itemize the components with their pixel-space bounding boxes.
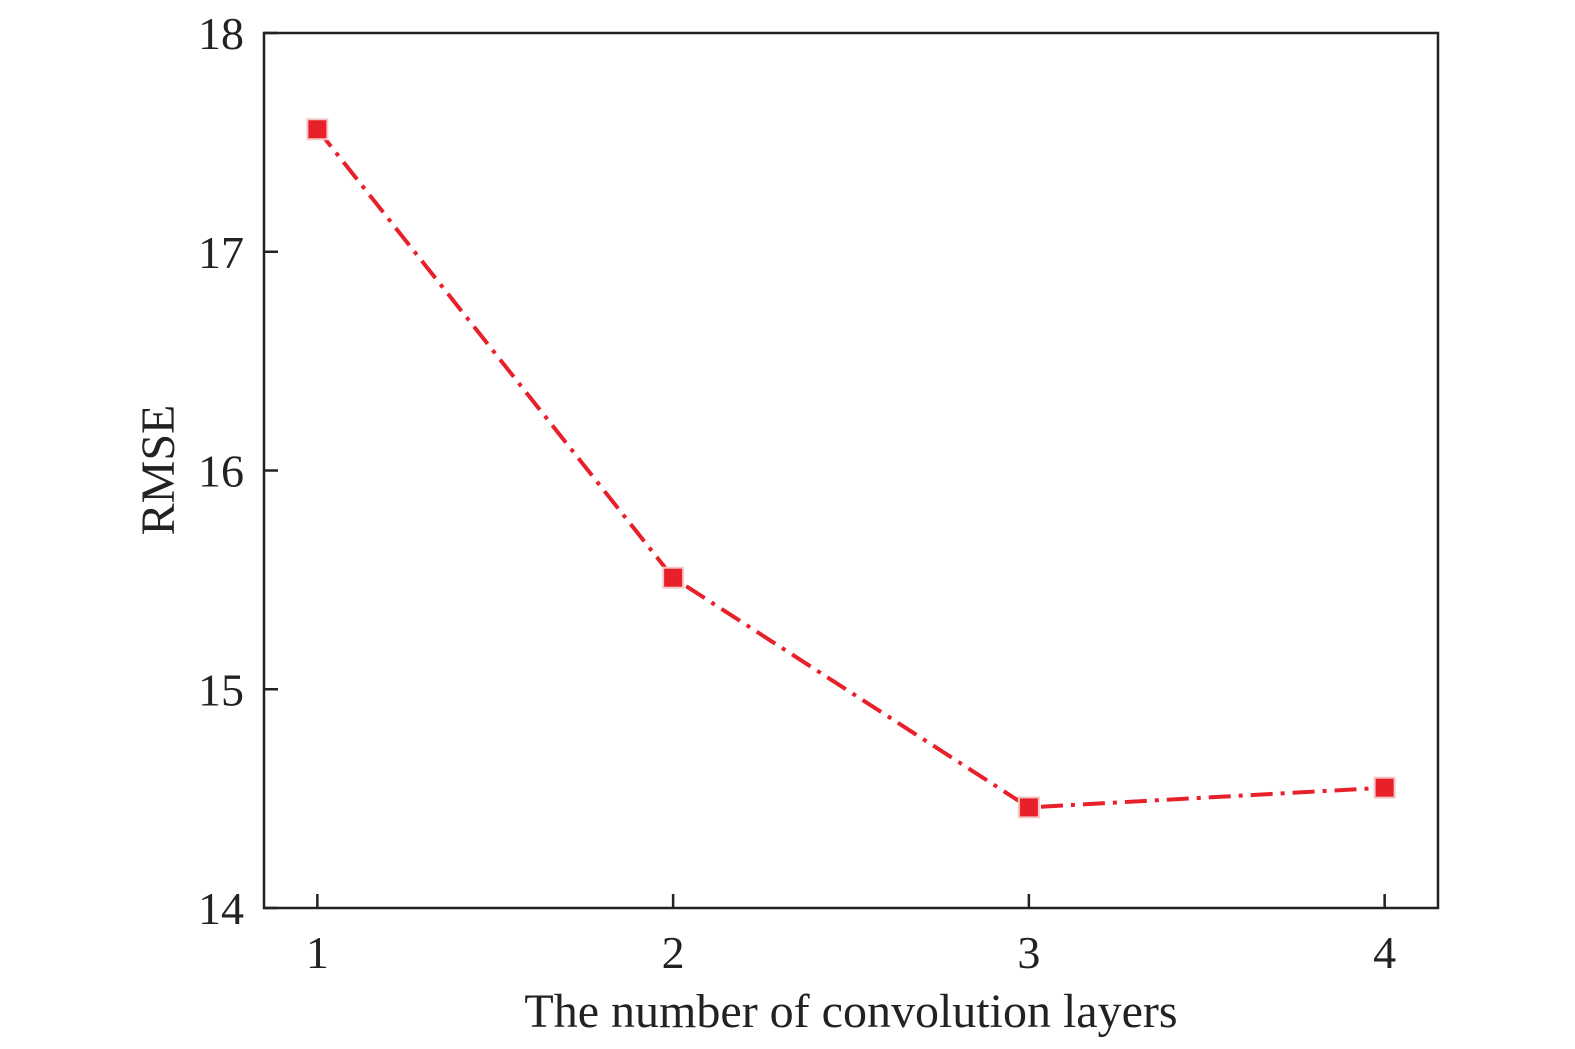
x-axis-label: The number of convolution layers (524, 985, 1177, 1038)
series-layer (306, 118, 1396, 819)
x-tick-label: 3 (1017, 927, 1040, 978)
y-tick-label: 14 (198, 883, 244, 934)
y-tick-label: 16 (198, 446, 244, 497)
y-tick-label: 17 (198, 227, 244, 278)
series-line (315, 128, 1385, 810)
x-tick-label: 2 (662, 927, 685, 978)
data-point-marker (662, 566, 685, 589)
data-point-marker (1373, 776, 1396, 799)
data-point-marker (306, 118, 329, 141)
x-tick-label: 4 (1373, 927, 1396, 978)
y-axis-ticks: 14 15 16 17 18 (198, 8, 278, 934)
x-axis-ticks: 1 2 3 4 (306, 894, 1396, 978)
plot-frame (262, 31, 1440, 910)
data-point-marker (1017, 796, 1040, 819)
x-tick-label: 1 (306, 927, 329, 978)
y-axis-label: RMSE (132, 405, 185, 536)
y-tick-label: 15 (198, 664, 244, 715)
y-tick-label: 18 (198, 8, 244, 59)
